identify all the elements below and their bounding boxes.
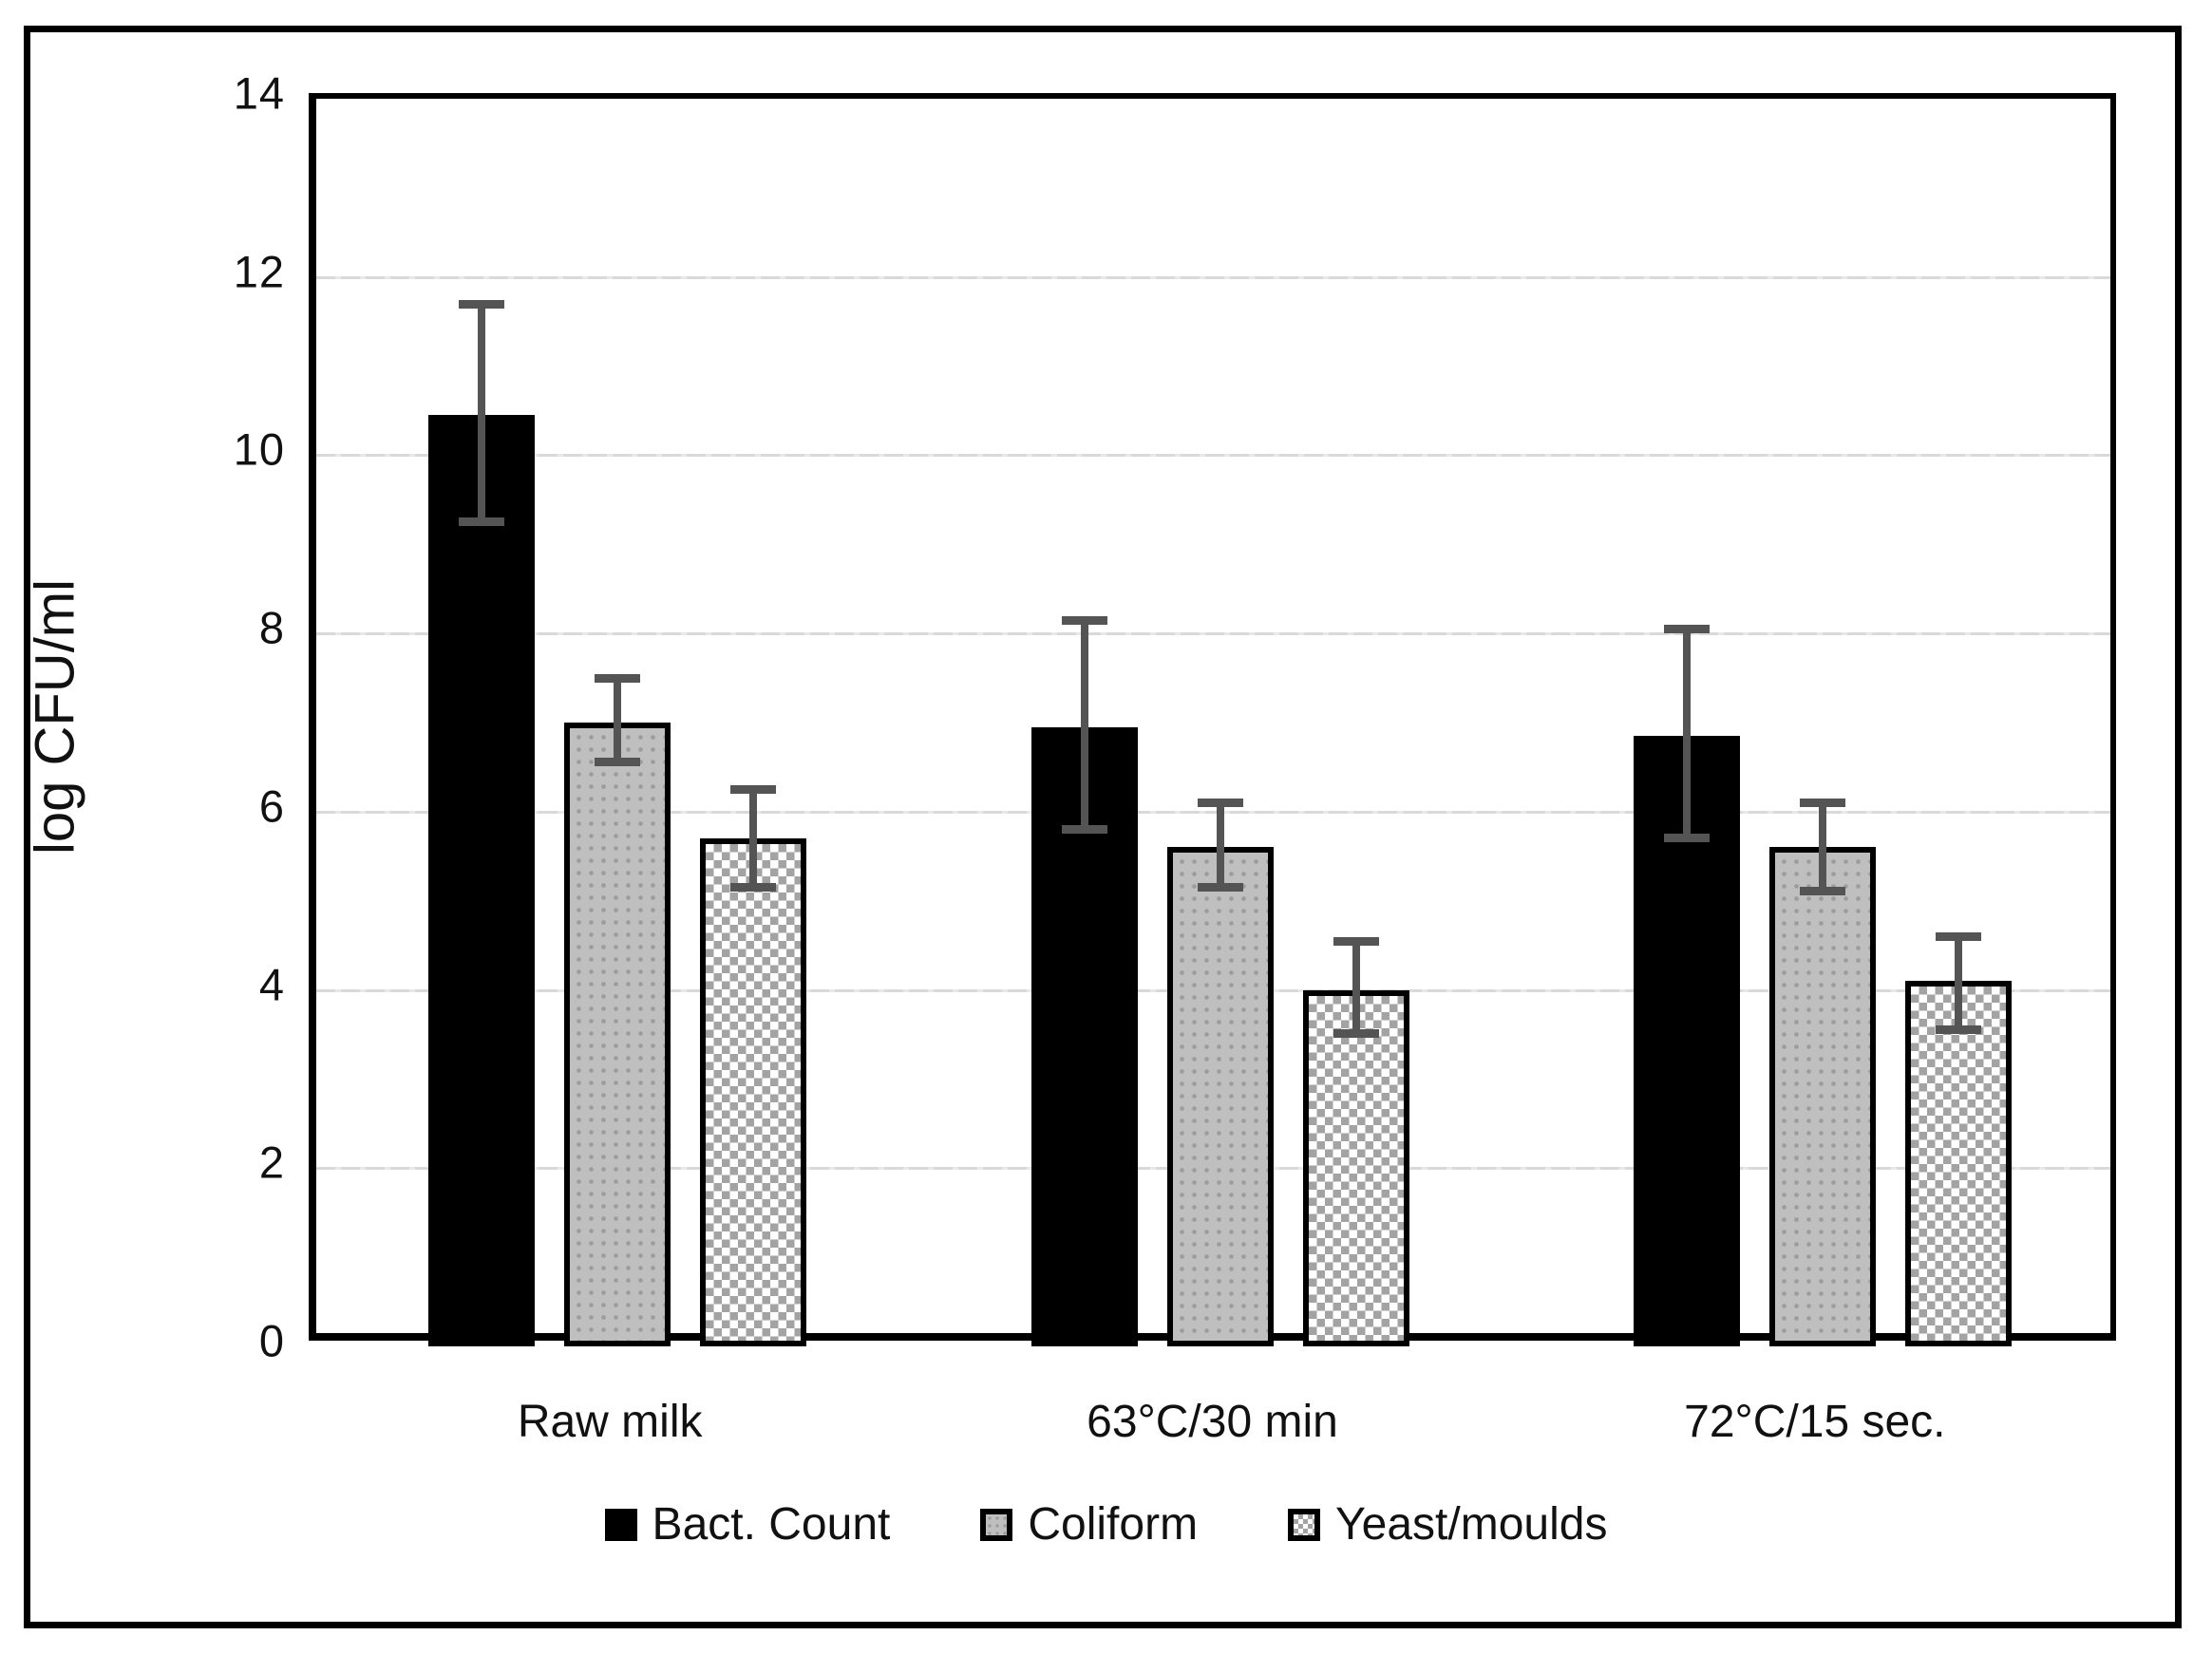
bar-yeast-moulds-63-c-30-min xyxy=(1302,989,1409,1346)
y-tick-label-0: 0 xyxy=(258,1315,285,1366)
error-bar-stem xyxy=(614,678,622,763)
legend-swatch-bact-count xyxy=(604,1508,637,1541)
y-tick-label-12: 12 xyxy=(233,246,285,297)
error-bar-stem xyxy=(478,303,486,522)
error-bar-cap-bottom xyxy=(1061,824,1107,834)
error-bar-cap-top xyxy=(1197,799,1243,808)
plot-inner xyxy=(316,99,2110,1346)
legend-item-yeast-moulds: Yeast/moulds xyxy=(1288,1498,1607,1551)
legend: Bact. Count Coliform Yeast/moulds xyxy=(0,1498,2212,1551)
error-bar-cap-bottom xyxy=(1333,1029,1379,1039)
gridline-y-6 xyxy=(316,810,2110,814)
bar-bact-count-raw-milk xyxy=(428,415,536,1346)
y-tick-label-2: 2 xyxy=(258,1137,285,1188)
error-bar-cap-bottom xyxy=(730,882,777,892)
legend-swatch-yeast-moulds xyxy=(1288,1508,1321,1541)
error-bar-stem xyxy=(1682,629,1691,838)
legend-item-bact-count: Bact. Count xyxy=(604,1498,891,1551)
legend-label-coliform: Coliform xyxy=(1028,1499,1199,1550)
error-bar-cap-bottom xyxy=(1197,882,1243,892)
error-bar-yeast-moulds-raw-milk xyxy=(730,785,777,892)
y-tick-label-6: 6 xyxy=(258,780,285,832)
error-bar-coliform-63-c-30-min xyxy=(1197,799,1243,892)
error-bar-cap-top xyxy=(1061,616,1107,626)
error-bar-cap-bottom xyxy=(1663,834,1710,842)
bar-yeast-moulds-72-c-15-sec xyxy=(1904,981,2012,1346)
error-bar-cap-top xyxy=(1935,932,1981,942)
error-bar-cap-top xyxy=(1663,625,1710,634)
legend-item-coliform: Coliform xyxy=(980,1498,1198,1551)
x-axis-label-63-c-30-min: 63°C/30 min xyxy=(1087,1397,1338,1447)
x-axis-label-72-c-15-sec: 72°C/15 sec. xyxy=(1684,1397,1946,1447)
plot-area xyxy=(309,93,2116,1346)
legend-label-yeast-moulds: Yeast/moulds xyxy=(1335,1499,1608,1550)
error-bar-cap-bottom xyxy=(1799,887,1845,896)
y-tick-label-14: 14 xyxy=(233,67,285,119)
y-tick-label-8: 8 xyxy=(258,602,285,653)
gridline-y-12 xyxy=(316,275,2110,279)
legend-label-bact-count: Bact. Count xyxy=(652,1499,891,1550)
error-bar-cap-top xyxy=(1799,799,1845,808)
error-bar-bact-count-raw-milk xyxy=(459,299,505,526)
error-bar-yeast-moulds-63-c-30-min xyxy=(1333,936,1379,1039)
bar-yeast-moulds-raw-milk xyxy=(700,838,807,1346)
y-tick-label-10: 10 xyxy=(233,423,285,475)
error-bar-cap-top xyxy=(1333,936,1379,946)
error-bar-cap-bottom xyxy=(595,758,641,767)
error-bar-bact-count-63-c-30-min xyxy=(1061,616,1107,834)
gridline-y-10 xyxy=(316,454,2110,458)
error-bar-cap-top xyxy=(459,299,505,309)
legend-swatch-coliform xyxy=(980,1508,1013,1541)
x-axis-label-raw-milk: Raw milk xyxy=(517,1397,703,1447)
error-bar-coliform-raw-milk xyxy=(595,674,641,767)
error-bar-cap-bottom xyxy=(459,517,505,526)
y-tick-label-4: 4 xyxy=(258,959,285,1010)
error-bar-stem xyxy=(1080,620,1088,830)
bar-coliform-72-c-15-sec xyxy=(1768,847,1876,1346)
error-bar-stem xyxy=(1352,940,1360,1035)
y-axis-title: log CFU/ml xyxy=(24,578,86,855)
error-bar-bact-count-72-c-15-sec xyxy=(1663,625,1710,842)
error-bar-stem xyxy=(749,789,758,888)
gridline-y-8 xyxy=(316,632,2110,636)
error-bar-stem xyxy=(1216,802,1224,888)
error-bar-stem xyxy=(1818,802,1826,893)
bar-coliform-63-c-30-min xyxy=(1166,847,1274,1346)
error-bar-cap-bottom xyxy=(1935,1024,1981,1034)
error-bar-coliform-72-c-15-sec xyxy=(1799,799,1845,896)
error-bar-cap-top xyxy=(730,785,777,795)
error-bar-stem xyxy=(1954,936,1962,1030)
bar-coliform-raw-milk xyxy=(564,723,671,1346)
error-bar-cap-top xyxy=(595,674,641,684)
error-bar-yeast-moulds-72-c-15-sec xyxy=(1935,932,1981,1034)
